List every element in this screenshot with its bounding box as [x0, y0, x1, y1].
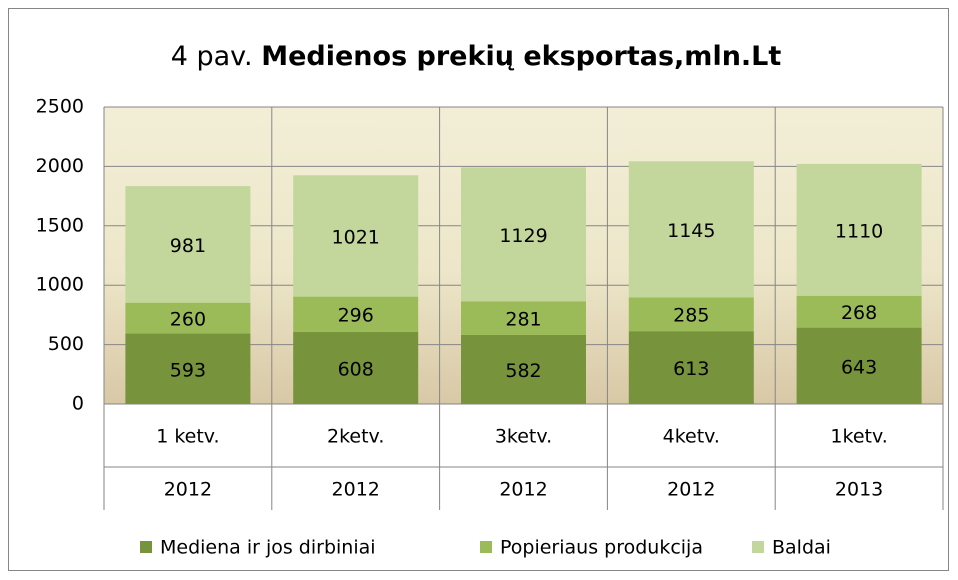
- data-label: 613: [673, 358, 709, 380]
- legend-swatch: [140, 541, 152, 553]
- x-tick-label: 1ketv.: [830, 426, 887, 448]
- bar-segment: [293, 296, 419, 332]
- x-tick-label: 1 ketv.: [156, 426, 219, 448]
- data-label: 643: [841, 356, 877, 378]
- bar-segment: [461, 334, 586, 404]
- bar-segment: [125, 302, 251, 334]
- title-prefix: 4 pav.: [171, 41, 253, 72]
- y-tick-label: 2000: [36, 155, 84, 177]
- bar-segment: [628, 161, 754, 298]
- data-label: 281: [505, 309, 541, 331]
- data-label: 593: [170, 359, 206, 381]
- x-tick-label: 2012: [667, 479, 715, 501]
- legend-label: Baldai: [772, 537, 831, 559]
- x-tick-label: 2012: [332, 479, 380, 501]
- bar-segment: [125, 186, 251, 303]
- data-label: 296: [338, 305, 374, 327]
- title-main: Medienos prekių eksportas,mln.Lt: [261, 41, 781, 72]
- y-tick-label: 1500: [36, 214, 84, 236]
- data-label: 260: [170, 309, 206, 331]
- y-tick-label: 500: [48, 333, 84, 355]
- data-label: 608: [338, 358, 374, 380]
- bar-segment: [628, 297, 754, 332]
- chart-title: 4 pav. Medienos prekių eksportas,mln.Lt: [171, 41, 782, 72]
- legend-label: Mediena ir jos dirbiniai: [160, 537, 376, 559]
- x-tick-label: 2012: [499, 479, 547, 501]
- data-label: 1129: [499, 225, 547, 247]
- bar-segment: [461, 167, 586, 302]
- x-tick-label: 3ketv.: [495, 426, 552, 448]
- legend-swatch: [480, 541, 492, 553]
- x-tick-label: 2ketv.: [327, 426, 384, 448]
- x-tick-label: 2013: [835, 479, 883, 501]
- y-tick-label: 2500: [36, 96, 84, 118]
- bar-segment: [461, 301, 586, 335]
- bar-segment: [796, 327, 922, 404]
- data-label: 1110: [835, 220, 883, 242]
- x-tick-label: 4ketv.: [663, 426, 720, 448]
- bar-segment: [293, 331, 419, 404]
- bar-segment: [796, 163, 922, 296]
- data-label: 285: [673, 305, 709, 327]
- data-label: 1145: [667, 220, 715, 242]
- y-tick-label: 0: [72, 393, 84, 415]
- y-tick-label: 1000: [36, 274, 84, 296]
- data-label: 268: [841, 302, 877, 324]
- bar-segment: [796, 295, 922, 328]
- legend-label: Popieriaus produkcija: [500, 537, 703, 559]
- bar-segment: [293, 175, 419, 297]
- data-label: 1021: [332, 226, 380, 248]
- bar-segment: [125, 333, 251, 404]
- legend-swatch: [752, 541, 764, 553]
- bar-segment: [628, 331, 754, 404]
- x-tick-label: 2012: [164, 479, 212, 501]
- data-label: 981: [170, 235, 206, 257]
- data-label: 582: [505, 360, 541, 382]
